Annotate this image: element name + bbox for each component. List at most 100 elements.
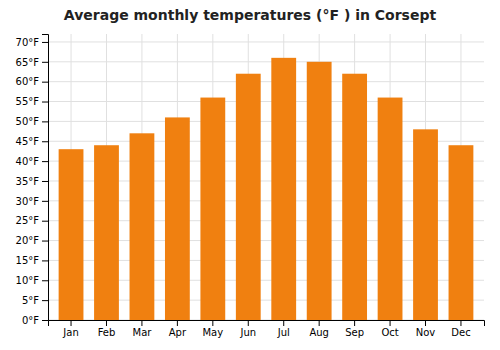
bar <box>94 145 119 320</box>
grid-line <box>48 61 484 62</box>
tick: Jul <box>277 320 290 338</box>
tick: 20°F <box>16 235 48 246</box>
tick: Aug <box>309 320 329 338</box>
tick-mark <box>42 42 48 43</box>
bar <box>342 74 367 320</box>
tick: Sep <box>345 320 364 338</box>
tick-mark <box>42 161 48 162</box>
bar <box>200 98 225 320</box>
tick-label: Feb <box>98 327 116 338</box>
tick-mark <box>42 300 48 301</box>
tick: 0°F <box>22 315 48 326</box>
tick: 25°F <box>16 215 48 226</box>
tick: 65°F <box>16 57 48 68</box>
tick-mark <box>106 320 107 326</box>
tick: 10°F <box>16 275 48 286</box>
bar <box>130 133 155 320</box>
tick: Dec <box>451 320 470 338</box>
tick: 40°F <box>16 156 48 167</box>
tick: Apr <box>169 320 187 338</box>
tick-mark <box>283 320 284 326</box>
grid <box>48 34 484 320</box>
tick-label: Jul <box>277 327 290 338</box>
tick-label: Nov <box>416 327 436 338</box>
tick-label: 0°F <box>22 315 39 326</box>
tick-label: 45°F <box>16 136 40 147</box>
tick-label: 30°F <box>16 196 40 207</box>
bar <box>307 62 332 320</box>
tick-label: 70°F <box>16 37 40 48</box>
tick: Mar <box>132 320 152 338</box>
tick: 35°F <box>16 176 48 187</box>
tick: 70°F <box>16 37 48 48</box>
grid-line <box>48 41 484 42</box>
tick-mark <box>42 181 48 182</box>
bar <box>271 58 296 320</box>
tick-label: 25°F <box>16 215 40 226</box>
tick-label: Sep <box>345 327 364 338</box>
tick-mark <box>141 320 142 326</box>
axis-line <box>49 321 485 327</box>
tick-label: 35°F <box>16 176 40 187</box>
tick-mark <box>177 320 178 326</box>
tick-mark <box>42 82 48 83</box>
tick-label: Jan <box>62 327 78 338</box>
x-axis: Jan Feb Mar Apr May Jun Jul Aug Sep Oct Nov Dec <box>49 320 485 338</box>
tick-label: 55°F <box>16 96 40 107</box>
tick-label: Mar <box>132 327 152 338</box>
tick: Feb <box>98 320 116 338</box>
tick: 15°F <box>16 255 48 266</box>
title: Average monthly temperatures (°F ) in Co… <box>64 7 437 23</box>
tick-mark <box>42 141 48 142</box>
chart: Average monthly temperatures (°F ) in Co… <box>0 0 500 350</box>
tick: 50°F <box>16 116 48 127</box>
bar <box>165 117 190 320</box>
tick-label: 10°F <box>16 275 40 286</box>
bar <box>59 149 84 320</box>
tick-mark <box>42 280 48 281</box>
tick: 45°F <box>16 136 48 147</box>
tick-mark <box>425 320 426 326</box>
tick-label: 15°F <box>16 255 40 266</box>
tick: Oct <box>381 320 398 338</box>
tick-label: 60°F <box>16 76 40 87</box>
tick: 60°F <box>16 76 48 87</box>
bar <box>413 129 438 320</box>
tick-mark <box>42 62 48 63</box>
tick: May <box>202 320 223 338</box>
tick-mark <box>42 102 48 103</box>
tick-label: May <box>202 327 223 338</box>
tick-label: Aug <box>309 327 329 338</box>
tick-mark <box>42 241 48 242</box>
tick-mark <box>354 320 355 326</box>
tick-mark <box>42 260 48 261</box>
tick: Jun <box>239 320 256 338</box>
tick-mark <box>42 201 48 202</box>
bar <box>449 145 474 320</box>
tick-mark <box>248 320 249 326</box>
tick-mark <box>42 121 48 122</box>
tick-label: 65°F <box>16 57 40 68</box>
tick-label: Oct <box>381 327 398 338</box>
tick: 55°F <box>16 96 48 107</box>
tick-mark <box>319 320 320 326</box>
tick: 30°F <box>16 196 48 207</box>
tick: Nov <box>416 320 436 338</box>
tick: Jan <box>62 320 78 338</box>
plot: 0°F 5°F 10°F 15°F 20°F 25°F 30°F 35°F 40°F 45°F 50… <box>16 34 485 338</box>
tick-mark <box>42 320 48 321</box>
y-axis: 0°F 5°F 10°F 15°F 20°F 25°F 30°F 35°F 40°F 45°F 50… <box>16 35 49 326</box>
tick-label: Dec <box>451 327 470 338</box>
tick-mark <box>42 221 48 222</box>
tick-label: 50°F <box>16 116 40 127</box>
tick-mark <box>460 320 461 326</box>
tick: 5°F <box>22 295 48 306</box>
tick-label: Apr <box>169 327 187 338</box>
bar <box>236 74 261 320</box>
tick-label: 40°F <box>16 156 40 167</box>
axis-line <box>42 35 49 321</box>
tick-label: 5°F <box>22 295 39 306</box>
bar <box>378 98 403 320</box>
grid-line <box>48 121 484 122</box>
grid-line <box>48 81 484 82</box>
